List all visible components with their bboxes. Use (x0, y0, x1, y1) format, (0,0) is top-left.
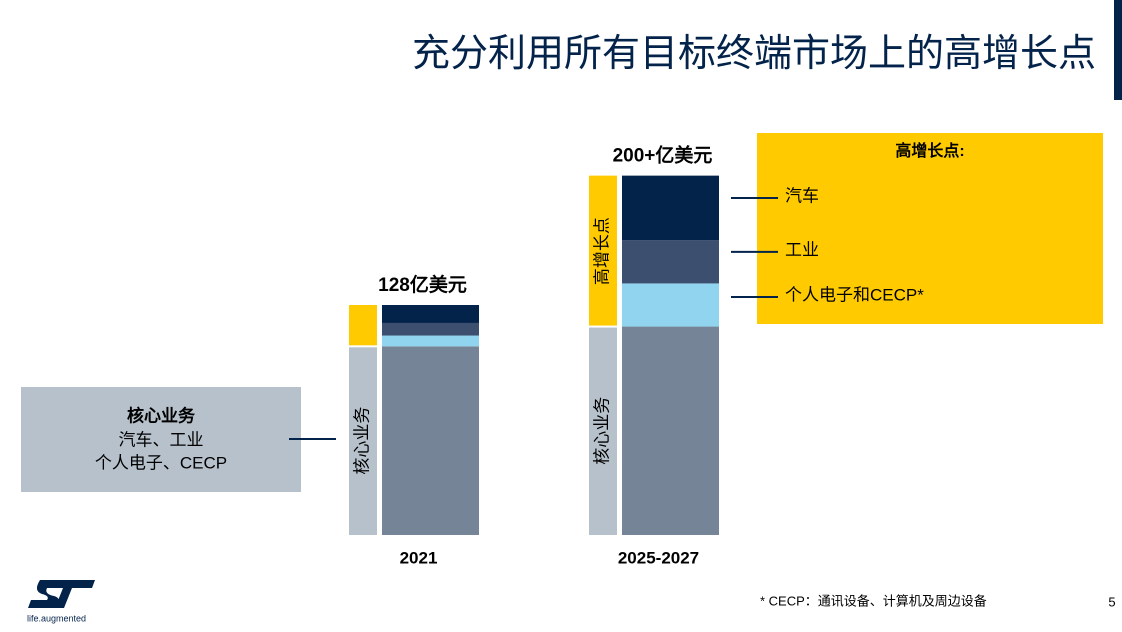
bar-segment (622, 283, 719, 327)
growth-strip-label: 高增长点 (592, 217, 611, 285)
logo-text: life.augmented (27, 613, 86, 623)
growth-box-title: 高增长点: (895, 141, 964, 160)
logo: life.augmented (27, 580, 95, 623)
legend-label: 个人电子和CECP* (785, 285, 924, 304)
logo-mark (28, 580, 95, 608)
total-label: 128亿美元 (378, 273, 467, 296)
core-box (21, 387, 301, 492)
bar-segment (622, 240, 719, 284)
bar-segment (382, 346, 479, 535)
page-number: 5 (1108, 594, 1115, 609)
bar-segment (622, 326, 719, 535)
growth-box (757, 133, 1103, 324)
accent-bar (1114, 0, 1122, 100)
growth-strip (349, 305, 377, 346)
slide-title: 充分利用所有目标终端市场上的高增长点 (412, 33, 1096, 75)
growth-strip (589, 175, 617, 326)
core-box-line: 个人电子、CECP (95, 453, 227, 472)
bar-segment (382, 322, 479, 336)
x-tick-label: 2025-2027 (618, 548, 699, 567)
core-box-title: 核心业务 (127, 405, 196, 425)
bar-segment (382, 305, 479, 323)
core-strip (589, 327, 617, 535)
core-strip (349, 347, 377, 535)
bar-segment (622, 175, 719, 241)
footnote: * CECP：通讯设备、计算机及周边设备 (760, 593, 987, 608)
legend-label: 工业 (785, 240, 819, 259)
core-strip-label: 核心业务 (352, 407, 371, 475)
core-strip-label: 核心业务 (592, 397, 611, 465)
legend-label: 汽车 (785, 186, 819, 205)
total-label: 200+亿美元 (613, 144, 713, 167)
x-tick-label: 2021 (400, 548, 438, 567)
bar-segment (382, 335, 479, 347)
core-box-line: 汽车、工业 (119, 430, 204, 449)
